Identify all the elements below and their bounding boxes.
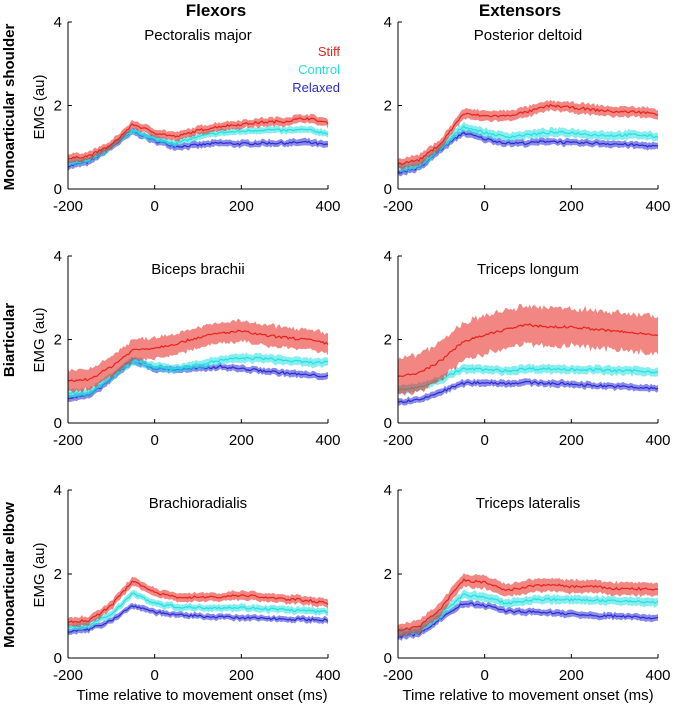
band-stiff-triceps-lateralis — [398, 572, 658, 638]
x-axis-label-flexors: Time relative to movement onset (ms) — [76, 687, 327, 704]
line-stiff-pectoralis-major — [67, 116, 329, 160]
x-tick-label: 400 — [315, 198, 340, 215]
panel-title-posterior-deltoid: Posterior deltoid — [474, 27, 582, 44]
panel-title-biceps-brachii: Biceps brachii — [151, 261, 244, 278]
x-tick-label: -200 — [383, 432, 413, 449]
y-tick-label: 0 — [54, 650, 62, 667]
x-tick-label: -200 — [383, 667, 413, 684]
y-tick-label: 4 — [384, 482, 392, 499]
band-relaxed-triceps-longum — [398, 378, 658, 406]
y-tick-label: 2 — [384, 566, 392, 583]
y-axis-label-row-2: EMG (au) — [31, 307, 48, 372]
y-axis-label-row-3: EMG (au) — [31, 542, 48, 607]
x-tick-label: 200 — [559, 432, 584, 449]
x-tick-label: 0 — [480, 198, 488, 215]
x-tick-label: -200 — [53, 198, 83, 215]
panel-title-triceps-lateralis: Triceps lateralis — [476, 495, 580, 512]
line-stiff-brachioradialis — [67, 580, 329, 624]
band-control-posterior-deltoid — [398, 121, 658, 173]
band-stiff-biceps-brachii — [68, 318, 328, 393]
legend-relaxed: Relaxed — [292, 80, 340, 95]
y-tick-label: 0 — [54, 415, 62, 432]
band-control-biceps-brachii — [68, 352, 328, 399]
x-axis-label-extensors: Time relative to movement onset (ms) — [402, 687, 653, 704]
row-title-monoarticular-elbow: Monoarticular elbow — [1, 502, 18, 648]
x-tick-label: -200 — [383, 198, 413, 215]
y-tick-label: 2 — [54, 332, 62, 349]
band-stiff-triceps-longum — [398, 303, 658, 396]
band-relaxed-biceps-brachii — [68, 356, 328, 402]
x-tick-label: 200 — [229, 198, 254, 215]
y-tick-label: 4 — [384, 248, 392, 265]
y-tick-label: 0 — [384, 415, 392, 432]
line-stiff-triceps-longum — [397, 323, 659, 378]
band-relaxed-posterior-deltoid — [398, 129, 658, 177]
x-tick-label: 200 — [229, 432, 254, 449]
y-tick-label: 2 — [54, 98, 62, 115]
y-tick-label: 2 — [384, 332, 392, 349]
y-tick-label: 0 — [384, 181, 392, 198]
y-tick-label: 4 — [384, 14, 392, 31]
line-control-brachioradialis — [67, 592, 329, 629]
line-relaxed-brachioradialis — [67, 604, 329, 633]
band-stiff-pectoralis-major — [68, 113, 328, 164]
y-tick-label: 4 — [54, 482, 62, 499]
band-control-brachioradialis — [68, 590, 328, 632]
x-tick-label: 0 — [480, 432, 488, 449]
y-tick-label: 2 — [384, 98, 392, 115]
legend: Stiff Control Relaxed — [292, 44, 340, 95]
column-title-extensors: Extensors — [479, 1, 561, 20]
line-relaxed-triceps-longum — [397, 380, 659, 404]
x-tick-label: 200 — [229, 667, 254, 684]
line-stiff-biceps-brachii — [67, 329, 329, 383]
band-stiff-posterior-deltoid — [398, 99, 658, 170]
panel-title-triceps-longum: Triceps longum — [477, 261, 579, 278]
x-tick-label: 0 — [480, 667, 488, 684]
legend-control: Control — [298, 62, 340, 77]
y-tick-label: 4 — [54, 248, 62, 265]
x-tick-label: 400 — [645, 198, 670, 215]
panel-title-brachioradialis: Brachioradialis — [149, 495, 247, 512]
band-stiff-brachioradialis — [68, 576, 328, 627]
x-tick-label: 0 — [150, 667, 158, 684]
legend-stiff: Stiff — [318, 44, 341, 59]
band-relaxed-pectoralis-major — [68, 128, 328, 172]
x-tick-label: 400 — [315, 667, 340, 684]
y-tick-label: 2 — [54, 566, 62, 583]
x-tick-label: 400 — [315, 432, 340, 449]
y-tick-label: 4 — [54, 14, 62, 31]
y-axis-label-row-1: EMG (au) — [31, 74, 48, 139]
line-stiff-posterior-deltoid — [397, 103, 658, 166]
y-tick-label: 0 — [54, 181, 62, 198]
column-title-flexors: Flexors — [186, 1, 246, 20]
x-tick-label: 400 — [645, 432, 670, 449]
panel-title-pectoralis-major: Pectoralis major — [144, 27, 252, 44]
x-tick-label: -200 — [53, 432, 83, 449]
y-tick-label: 0 — [384, 650, 392, 667]
x-tick-label: 400 — [645, 667, 670, 684]
x-tick-label: 0 — [150, 432, 158, 449]
x-tick-label: 200 — [559, 198, 584, 215]
line-stiff-triceps-lateralis — [397, 578, 659, 633]
x-tick-label: 200 — [559, 667, 584, 684]
x-tick-label: -200 — [53, 667, 83, 684]
row-title-biarticular: Biarticular — [1, 303, 18, 377]
row-title-monoarticular-shoulder: Monoarticular shoulder — [1, 23, 18, 190]
x-tick-label: 0 — [150, 198, 158, 215]
